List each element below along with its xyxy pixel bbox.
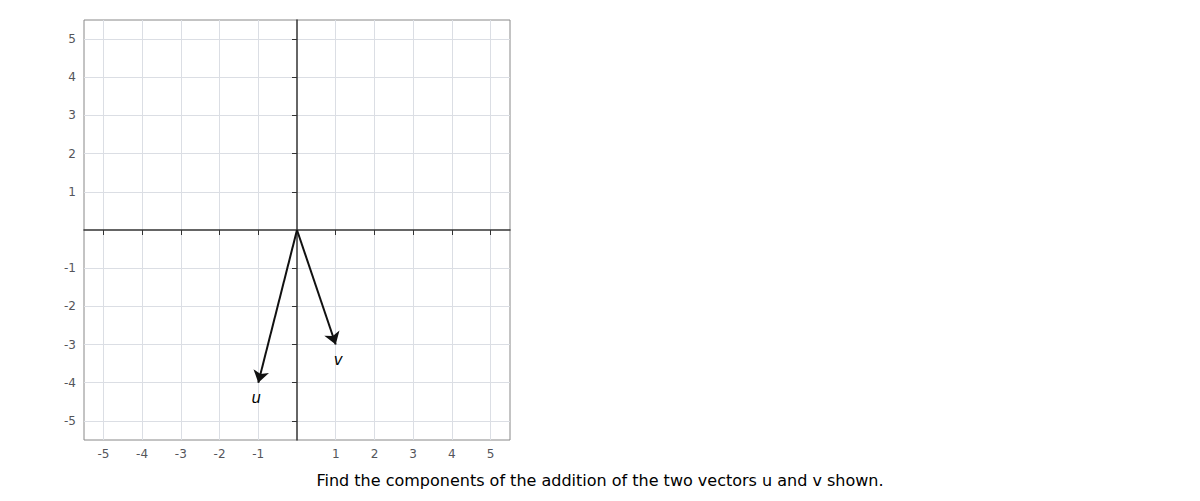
svg-text:u: u [252, 389, 262, 407]
svg-text:2: 2 [68, 147, 76, 161]
svg-text:-5: -5 [97, 447, 109, 461]
svg-text:3: 3 [68, 108, 76, 122]
svg-text:-1: -1 [252, 447, 264, 461]
svg-text:Find the components of the add: Find the components of the addition of t… [316, 471, 883, 490]
svg-text:-1: -1 [64, 261, 76, 275]
svg-text:-2: -2 [64, 299, 76, 313]
svg-text:4: 4 [68, 70, 76, 84]
svg-text:1: 1 [332, 447, 340, 461]
svg-text:5: 5 [68, 32, 76, 46]
svg-text:v: v [334, 351, 344, 369]
svg-text:1: 1 [68, 185, 76, 199]
svg-text:-4: -4 [136, 447, 148, 461]
svg-text:2: 2 [371, 447, 379, 461]
svg-text:5: 5 [487, 447, 495, 461]
svg-text:-2: -2 [214, 447, 226, 461]
svg-text:-4: -4 [64, 376, 76, 390]
svg-text:3: 3 [409, 447, 417, 461]
svg-text:-3: -3 [175, 447, 187, 461]
svg-text:4: 4 [448, 447, 456, 461]
svg-text:-3: -3 [64, 338, 76, 352]
svg-text:-5: -5 [64, 414, 76, 428]
